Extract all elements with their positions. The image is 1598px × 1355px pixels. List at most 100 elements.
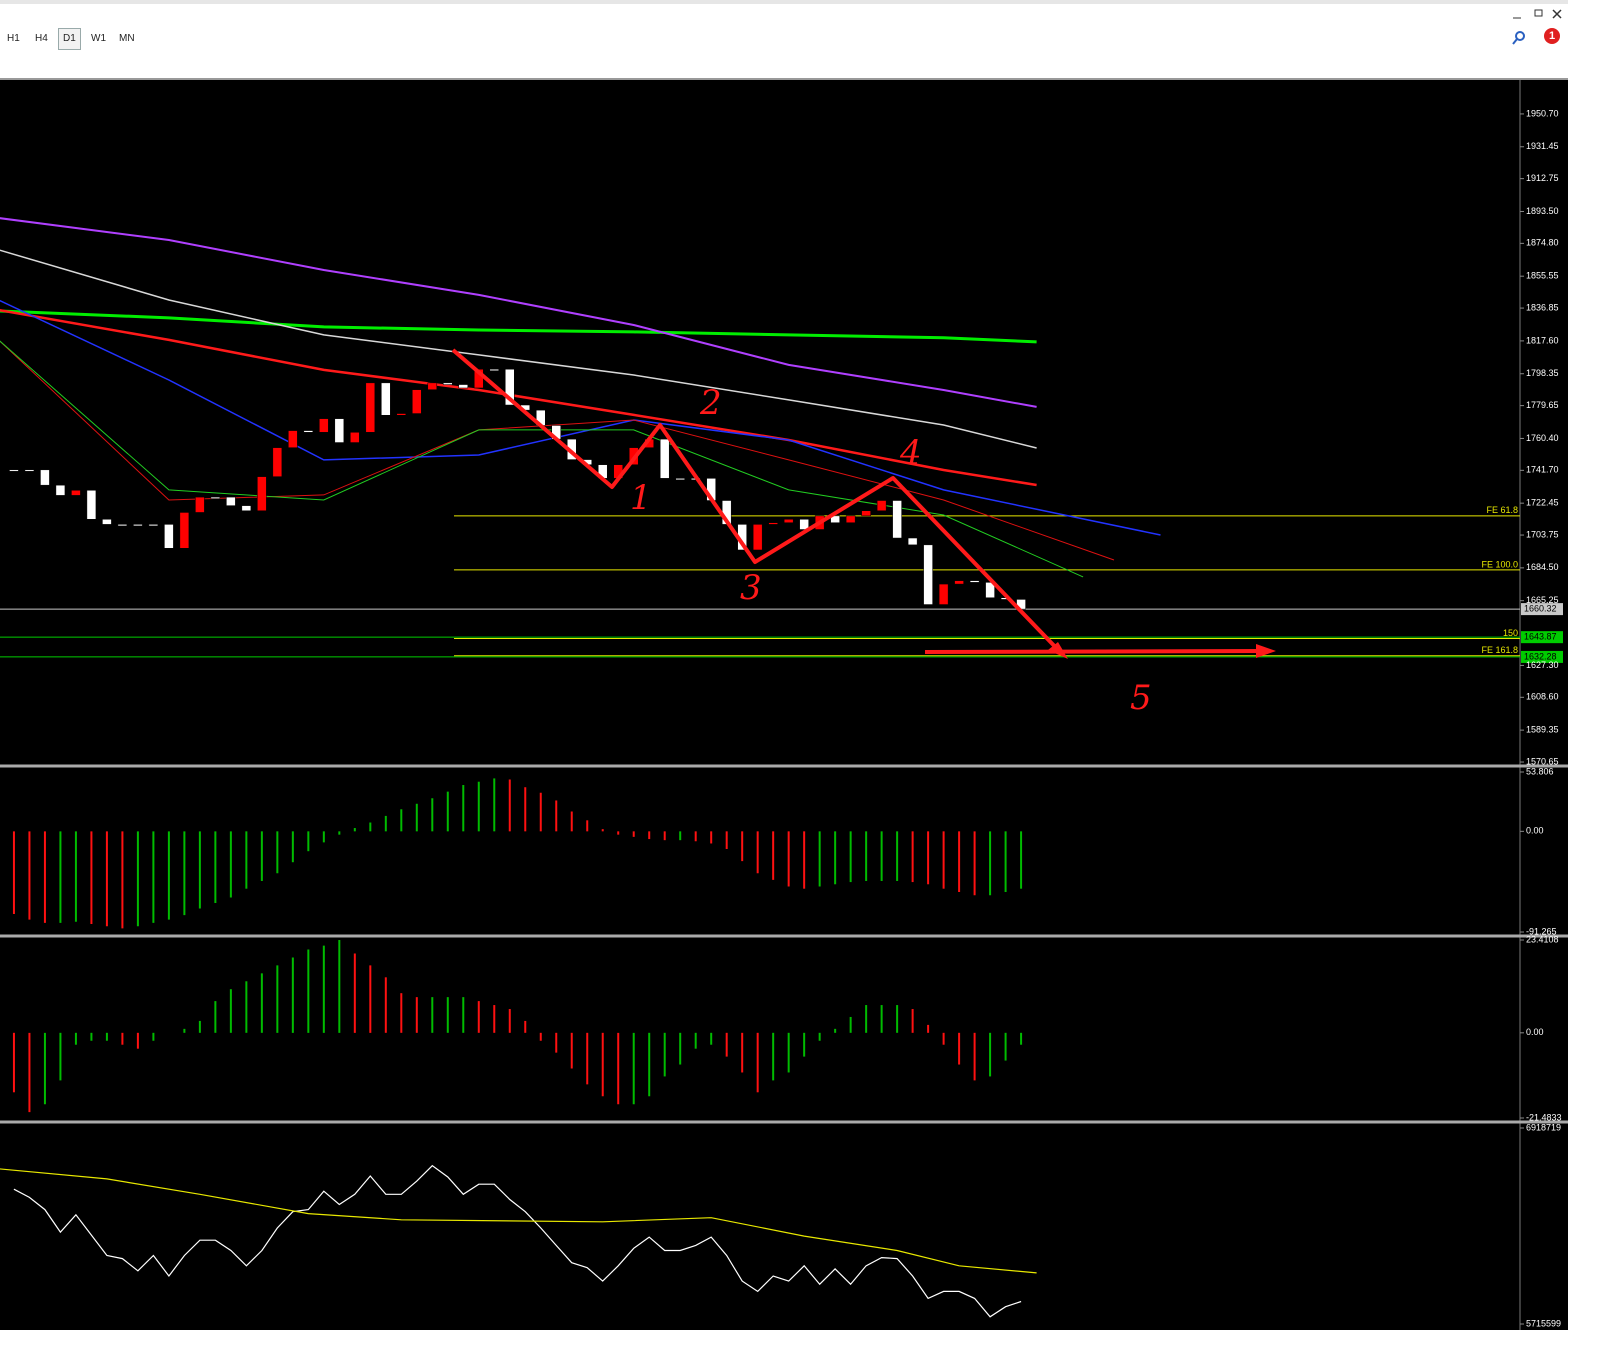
- y-tick-label: 1855.55: [1526, 271, 1559, 281]
- wave-drawing: [451, 348, 1276, 659]
- candle-body: [427, 382, 438, 390]
- arrowhead: [1048, 642, 1068, 659]
- y-tick-label: -21.4833: [1526, 1112, 1562, 1122]
- timeframe-button[interactable]: D1: [58, 28, 81, 50]
- y-tick-label: 5715599: [1526, 1318, 1561, 1328]
- candle-body: [350, 432, 360, 443]
- moving-average: [0, 308, 1037, 487]
- moving-average: [0, 340, 1115, 561]
- close-icon[interactable]: [1552, 9, 1562, 19]
- price-tag-label: 1660.32: [1524, 603, 1557, 613]
- y-tick-label: 1798.35: [1526, 368, 1559, 378]
- toolbar: H1 H4 D1 W1 MN: [0, 0, 1568, 80]
- y-tick-label: -91.265: [1526, 926, 1557, 936]
- candle-body: [241, 505, 252, 511]
- timeframe-button[interactable]: H1: [7, 33, 20, 44]
- price-tag-label: 1632.28: [1524, 651, 1557, 661]
- timeframe-button[interactable]: MN: [119, 33, 135, 44]
- search-icon[interactable]: [1515, 31, 1525, 41]
- candle-body: [458, 384, 469, 389]
- arrowhead: [1256, 644, 1276, 658]
- candle-body: [319, 418, 329, 433]
- moving-average: [0, 309, 1037, 344]
- candle-body: [659, 438, 670, 479]
- y-tick-label: 1912.75: [1526, 173, 1559, 183]
- y-tick-label: 1722.45: [1526, 498, 1559, 508]
- wave-label: 4: [899, 433, 922, 473]
- candle-body: [365, 382, 376, 433]
- candle-body: [226, 496, 236, 506]
- y-tick-label: 1760.40: [1526, 433, 1559, 443]
- candle-body: [179, 512, 190, 549]
- y-tick-label: 1836.85: [1526, 302, 1559, 312]
- y-tick-label: 1703.75: [1526, 529, 1559, 539]
- indicator-line: [13, 1164, 1022, 1318]
- y-tick-label: 1817.60: [1526, 335, 1559, 345]
- candle-body: [396, 413, 407, 416]
- candle-body: [288, 430, 298, 448]
- candle-body: [86, 490, 97, 520]
- y-tick-label: 1779.65: [1526, 400, 1559, 410]
- price-tag: [1521, 603, 1563, 616]
- wave-label: 2: [699, 383, 722, 423]
- timeframe-button[interactable]: H4: [35, 33, 48, 44]
- candle-body: [907, 537, 918, 546]
- candle-body: [148, 524, 159, 527]
- chart-background: [0, 80, 1568, 1330]
- candle-body: [272, 447, 283, 477]
- wave-arrows: [451, 348, 1065, 657]
- fibo-label: FE 161.8: [1481, 645, 1518, 655]
- price-tag-label: 1643.87: [1524, 632, 1557, 642]
- fibo-label: FE 100.0: [1481, 559, 1518, 569]
- candle-body: [954, 580, 964, 585]
- candle-body: [381, 382, 391, 416]
- candle-body: [768, 522, 778, 525]
- y-tick-label: 6918719: [1526, 1122, 1561, 1132]
- notification-count: 1: [1549, 30, 1555, 42]
- candle-body: [55, 484, 66, 496]
- wave-label: 5: [1130, 678, 1152, 718]
- candle-body: [195, 496, 205, 513]
- timeframe-button[interactable]: W1: [91, 33, 106, 44]
- target-arrow: [924, 649, 1263, 654]
- candle-body: [783, 519, 794, 523]
- candle-body: [675, 478, 685, 481]
- candle-body: [164, 524, 174, 549]
- candle-body: [985, 582, 995, 598]
- candle-body: [505, 368, 515, 406]
- moving-average: [0, 249, 1037, 449]
- candle-body: [861, 510, 871, 517]
- candle-body: [845, 515, 856, 523]
- notification-badge[interactable]: [1544, 28, 1560, 44]
- candle-body: [133, 524, 143, 527]
- y-tick-label: 1570.65: [1526, 756, 1559, 766]
- top-strip: [0, 0, 1568, 4]
- y-tick-label: 53.806: [1526, 766, 1554, 776]
- y-tick-label: 1608.60: [1526, 692, 1559, 702]
- candle-body: [938, 583, 949, 605]
- window-controls: [1512, 9, 1562, 45]
- candle-body: [9, 469, 19, 472]
- candle-body: [303, 430, 314, 433]
- wave-label: 1: [630, 478, 652, 518]
- candle-body: [830, 515, 840, 523]
- moving-average: [0, 217, 1037, 408]
- y-tick-label: 0.00: [1526, 1027, 1544, 1037]
- y-tick-label: 1684.50: [1526, 562, 1559, 572]
- fibo-label: FE 61.8: [1486, 505, 1518, 515]
- candle-body: [892, 500, 902, 539]
- search-icon-handle: [1512, 38, 1518, 45]
- restore-icon[interactable]: [1534, 9, 1543, 17]
- candle-body: [923, 544, 933, 605]
- y-tick-label: 1665.25: [1526, 595, 1559, 605]
- y-tick-label: 1874.80: [1526, 238, 1559, 248]
- candle-body: [969, 580, 980, 583]
- y-tick-label: 1589.35: [1526, 725, 1559, 735]
- indicator-line: [0, 1168, 1037, 1274]
- candle-body: [102, 519, 112, 525]
- candle-body: [24, 469, 35, 472]
- candle-body: [489, 368, 500, 371]
- y-tick-label: 1893.50: [1526, 206, 1559, 216]
- y-tick-label: 1931.45: [1526, 141, 1559, 151]
